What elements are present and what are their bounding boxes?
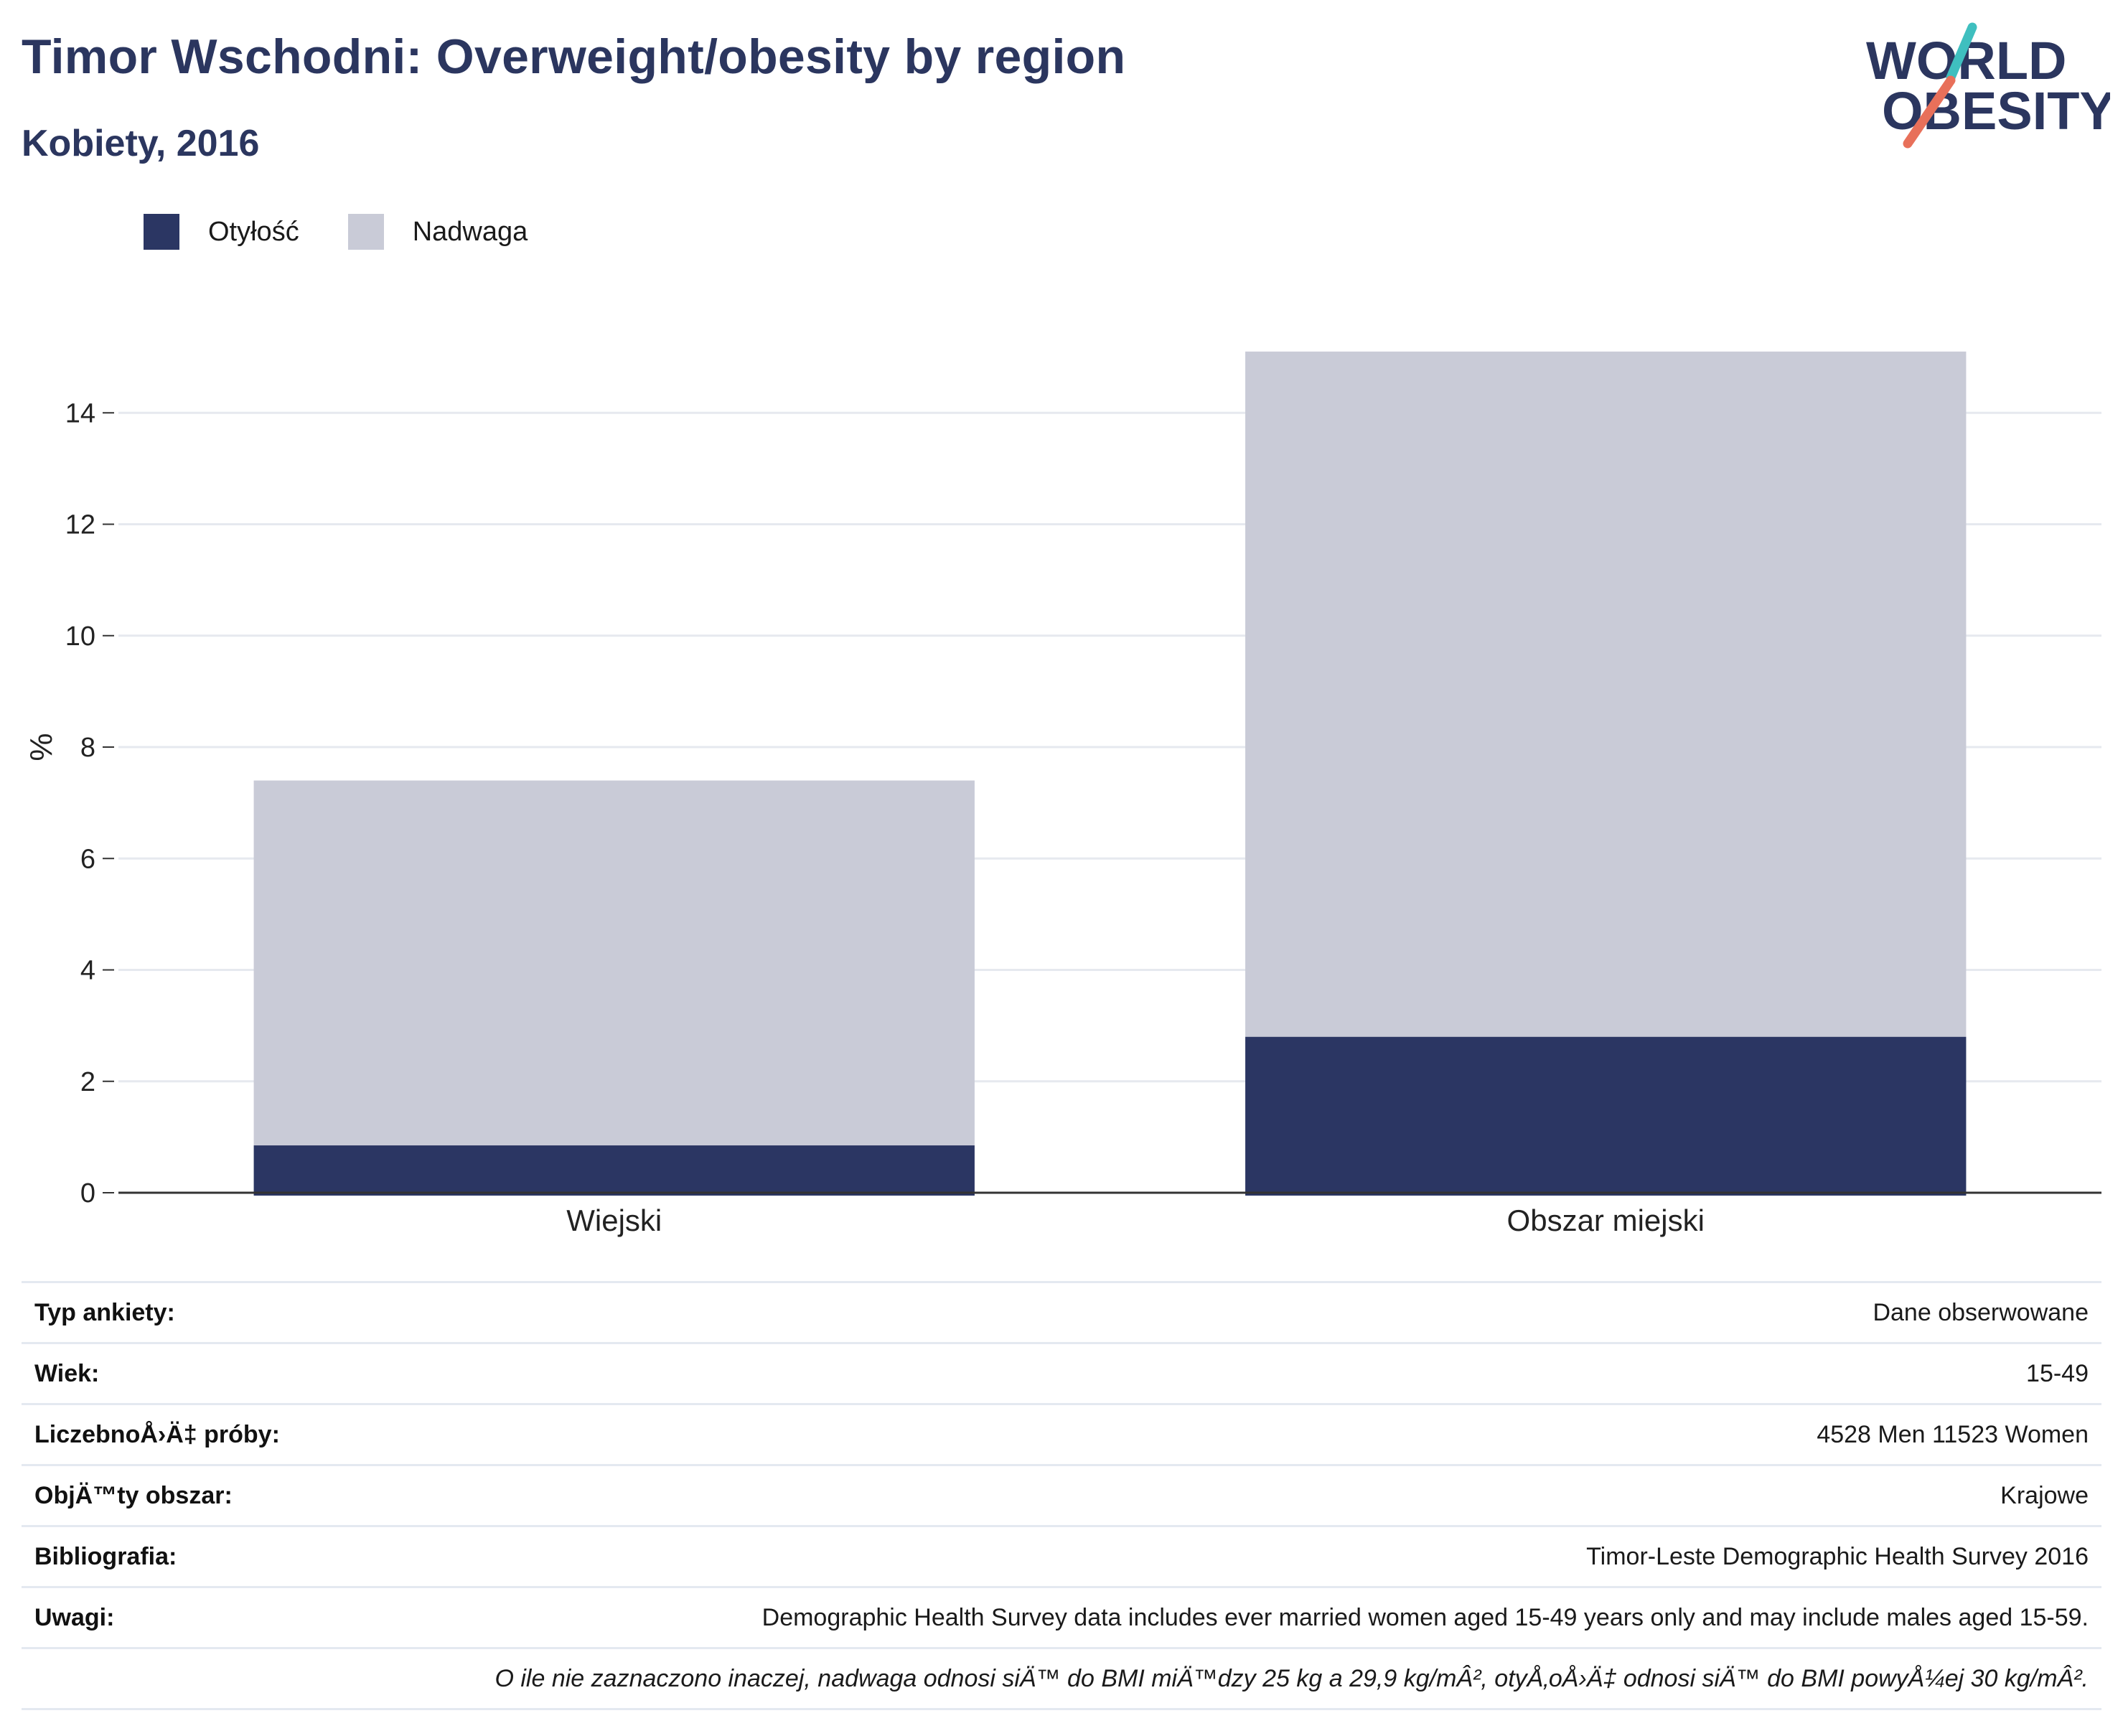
logo-slash-teal-icon: [1946, 22, 1977, 83]
legend-swatch-overweight: [347, 214, 384, 250]
y-tick-label: 0: [80, 1178, 95, 1209]
y-tick-label: 12: [65, 510, 95, 540]
info-label: LiczebnoÅ›Ä‡ próby:: [22, 1403, 370, 1465]
footnote-row: O ile nie zaznaczono inaczej, nadwaga od…: [22, 1647, 2101, 1710]
info-value: Krajowe: [369, 1464, 2101, 1526]
info-value: Dane obserwowane: [369, 1281, 2101, 1343]
info-value: 15-49: [369, 1342, 2101, 1404]
y-tick-label: 6: [80, 844, 95, 874]
bar-obesity-0: [253, 1145, 975, 1196]
info-row: LiczebnoÅ›Ä‡ próby: 4528 Men 11523 Women: [22, 1403, 2101, 1465]
y-tick-label: 2: [80, 1067, 95, 1097]
info-row: Typ ankiety: Dane obserwowane: [22, 1281, 2101, 1343]
footnote: O ile nie zaznaczono inaczej, nadwaga od…: [22, 1647, 2101, 1710]
y-tick-label: 14: [65, 398, 95, 428]
chart-title: Timor Wschodni: Overweight/obesity by re…: [22, 29, 1126, 84]
bar-obesity-1: [1245, 1036, 1967, 1196]
info-table: Typ ankiety: Dane obserwowane Wiek: 15-49 Li…: [22, 1281, 2101, 1710]
legend-label-overweight: Nadwaga: [412, 216, 528, 247]
info-value: Demographic Health Survey data includes …: [369, 1586, 2101, 1648]
logo-slash-coral-icon: [1903, 75, 1956, 149]
info-value: 4528 Men 11523 Women: [369, 1403, 2101, 1465]
legend-item-obesity[interactable]: Otyłość: [144, 214, 299, 250]
info-row: Uwagi: Demographic Health Survey data inc…: [22, 1586, 2101, 1648]
y-tick-label: 4: [80, 956, 95, 986]
info-row: Bibliografia: Timor-Leste Demographic Hea…: [22, 1525, 2101, 1587]
y-axis-label: %: [24, 733, 59, 761]
info-row: Wiek: 15-49: [22, 1342, 2101, 1404]
legend-swatch-obesity: [144, 214, 179, 250]
bar-overweight-1: [1245, 351, 1967, 1037]
chart-subtitle: Kobiety, 2016: [22, 123, 260, 164]
bar-overweight-0: [253, 780, 975, 1146]
legend: Otyłość Nadwaga: [144, 214, 576, 250]
info-value: Timor-Leste Demographic Health Survey 20…: [369, 1525, 2101, 1587]
info-label: Uwagi:: [22, 1586, 370, 1648]
bar-chart: 0 2 4 6 8 10 12 14% Wiejski Obszar miejski: [24, 351, 2101, 1237]
info-label: Wiek:: [22, 1342, 370, 1404]
info-label: Typ ankiety:: [22, 1281, 370, 1343]
info-label: ObjÄ™ty obszar:: [22, 1464, 370, 1526]
legend-label-obesity: Otyłość: [208, 216, 299, 247]
y-tick-label: 8: [80, 733, 95, 763]
info-label: Bibliografia:: [22, 1525, 370, 1587]
x-tick-label: Wiejski: [566, 1204, 662, 1237]
info-row: ObjÄ™ty obszar: Krajowe: [22, 1464, 2101, 1526]
y-tick-label: 10: [65, 621, 95, 652]
legend-item-overweight[interactable]: Nadwaga: [347, 214, 528, 250]
world-obesity-logo: WORLD OBESITY: [1866, 22, 2110, 149]
x-tick-label: Obszar miejski: [1507, 1204, 1705, 1237]
